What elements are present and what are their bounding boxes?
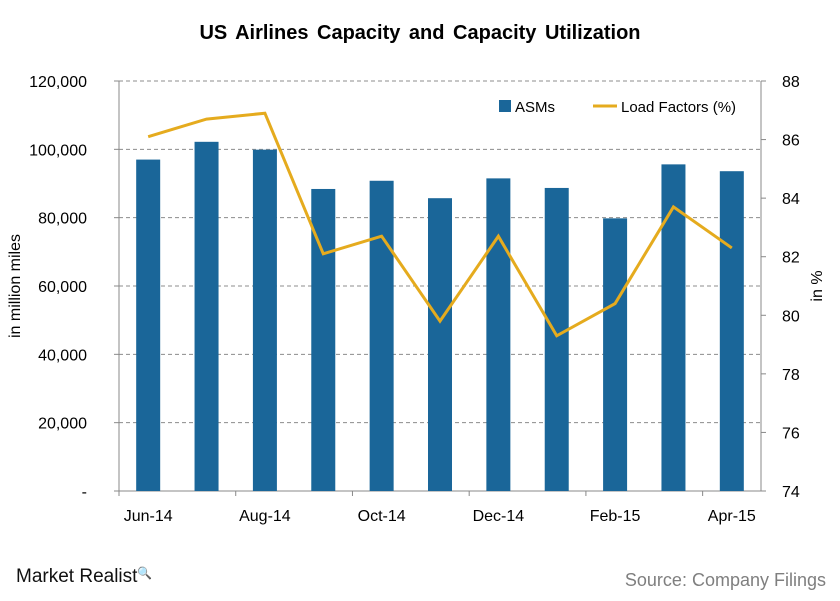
y-left-tick-label: 40,000	[38, 347, 87, 364]
y-left-tick-label: 120,000	[29, 74, 87, 91]
y-left-tick-label: 100,000	[29, 142, 87, 159]
y-right-tick-label: 74	[782, 484, 800, 501]
market-realist-logo: Market Realist🔍	[16, 566, 153, 587]
x-tick-label: Feb-15	[590, 508, 641, 525]
x-tick-label: Jun-14	[124, 508, 173, 525]
y-right-tick-label: 76	[782, 425, 800, 442]
legend-load-factor-label: Load Factors (%)	[621, 99, 736, 116]
y-left-tick-label: 60,000	[38, 279, 87, 296]
chart-title: US Airlines Capacity and Capacity Utiliz…	[199, 22, 641, 44]
y-left-tick-label: -	[82, 484, 87, 501]
bar-Nov-14	[428, 198, 452, 492]
bar-Feb-15	[603, 218, 628, 491]
legend-asms-swatch	[499, 100, 511, 112]
bar-Apr-15	[719, 171, 744, 491]
x-tick-label: Dec-14	[473, 508, 525, 525]
y-right-tick-label: 78	[782, 367, 800, 384]
bar-Oct-14	[369, 180, 394, 491]
bar-Jan-15	[544, 187, 569, 492]
bar-Jul-14	[194, 141, 219, 492]
y-right-tick-label: 88	[782, 74, 800, 91]
bar-Dec-14	[486, 178, 511, 491]
x-tick-label: Apr-15	[708, 508, 756, 525]
legend-asms-label: ASMs	[515, 99, 555, 116]
bar-Sep-14	[311, 188, 336, 491]
y-right-tick-label: 80	[782, 308, 800, 325]
magnifier-icon: 🔍	[137, 566, 153, 580]
y-left-tick-label: 80,000	[38, 211, 87, 228]
bar-Jun-14	[136, 159, 161, 492]
y-right-axis-label: in %	[809, 270, 826, 301]
x-tick-label: Aug-14	[239, 508, 291, 525]
source-note: Source: Company Filings	[624, 570, 826, 590]
y-left-axis-label: in million miles	[7, 234, 24, 338]
x-tick-label: Oct-14	[358, 508, 406, 525]
y-right-tick-label: 86	[782, 133, 800, 150]
y-left-tick-label: 20,000	[38, 416, 87, 433]
y-right-tick-label: 84	[782, 191, 800, 208]
bar-Aug-14	[252, 149, 277, 492]
y-right-tick-label: 82	[782, 250, 800, 267]
